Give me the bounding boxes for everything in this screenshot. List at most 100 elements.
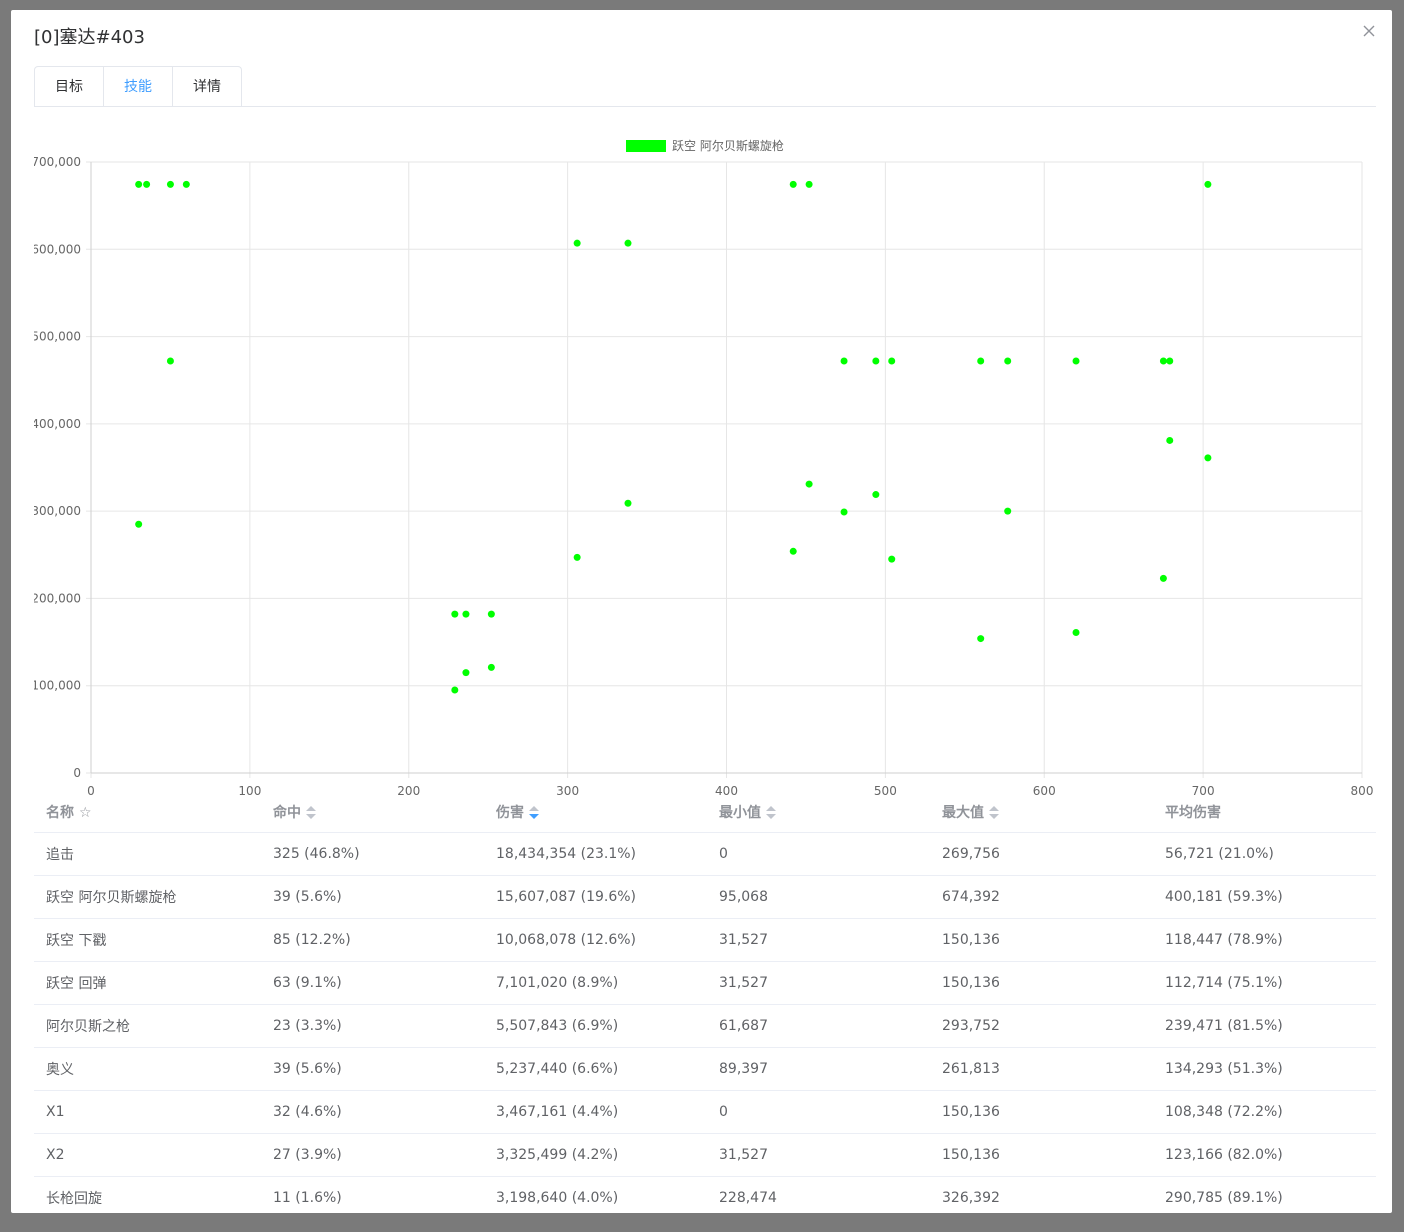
data-point [872, 491, 880, 499]
table-cell: 326,392 [942, 1190, 1000, 1206]
table-cell: 89,397 [719, 1061, 768, 1077]
table-cell: 95,068 [719, 889, 768, 905]
table-row[interactable]: 跃空 阿尔贝斯螺旋枪 39 (5.6%) 15,607,087 (19.6%) 95,… [34, 876, 1376, 919]
data-point [462, 610, 470, 618]
data-point [1159, 357, 1167, 365]
table-cell: 674,392 [942, 889, 1000, 905]
data-point [487, 610, 495, 618]
x-tick-label: 300 [556, 784, 579, 798]
data-point [789, 180, 797, 188]
table-cell: 18,434,354 (23.1%) [496, 846, 637, 862]
table-row[interactable]: X2 27 (3.9%) 3,325,499 (4.2%) 31,527 150,136… [34, 1134, 1376, 1177]
table-cell: 325 (46.8%) [273, 846, 360, 862]
table-header: 名称 ☆ 命中 伤害 最小值 最大值 平均伤害 [34, 792, 1376, 833]
table-row[interactable]: 阿尔贝斯之枪 23 (3.3%) 5,507,843 (6.9%) 61,687 293… [34, 1005, 1376, 1048]
table-cell: 3,325,499 (4.2%) [496, 1147, 619, 1163]
table-cell: 134,293 (51.3%) [1165, 1061, 1283, 1077]
table-cell: 阿尔贝斯之枪 [46, 1019, 130, 1035]
table-cell: 293,752 [942, 1018, 1000, 1034]
table-cell: 长枪回旋 [46, 1191, 102, 1207]
data-point [1072, 357, 1080, 365]
data-point [840, 508, 848, 516]
skill-dialog: [0]塞达#403 目标 技能 详情 跃空 阿尔贝斯螺旋枪 0 100 200 300 4… [11, 10, 1392, 1213]
legend-swatch [626, 140, 666, 152]
table-cell: 31,527 [719, 1147, 768, 1163]
tab-targets[interactable]: 目标 [55, 79, 83, 95]
star-icon[interactable]: ☆ [79, 805, 92, 821]
table-cell: 123,166 (82.0%) [1165, 1147, 1283, 1163]
y-tick-label: 400,000 [34, 417, 81, 431]
col-avg[interactable]: 平均伤害 [1165, 805, 1221, 821]
table-cell: 5,237,440 (6.6%) [496, 1061, 619, 1077]
sort-icon[interactable] [529, 806, 539, 820]
data-point [451, 686, 459, 694]
table-cell: 150,136 [942, 1104, 1000, 1120]
table-cell: 23 (3.3%) [273, 1018, 342, 1034]
damage-scatter-chart: 跃空 阿尔贝斯螺旋枪 0 100 200 300 400 500 600 700 800 0 100,… [34, 122, 1382, 802]
table-cell: 150,136 [942, 1147, 1000, 1163]
table-cell: 奥义 [46, 1062, 74, 1078]
legend-label: 跃空 阿尔贝斯螺旋枪 [672, 138, 784, 153]
col-damage[interactable]: 伤害 [484, 802, 707, 822]
y-tick-label: 700,000 [34, 155, 81, 169]
table-cell: 39 (5.6%) [273, 1061, 342, 1077]
data-point [1166, 357, 1174, 365]
table-row[interactable]: 跃空 下戳 85 (12.2%) 10,068,078 (12.6%) 31,527 1… [34, 919, 1376, 962]
table-cell: 0 [719, 846, 728, 862]
table-cell: 3,467,161 (4.4%) [496, 1104, 619, 1120]
data-point [166, 357, 174, 365]
data-point [1004, 357, 1012, 365]
y-tick-label: 0 [73, 766, 81, 780]
table-row[interactable]: 长枪回旋 11 (1.6%) 3,198,640 (4.0%) 228,474 326,… [34, 1177, 1376, 1213]
data-point [977, 357, 985, 365]
table-cell: 261,813 [942, 1061, 1000, 1077]
y-tick-label: 300,000 [34, 504, 81, 518]
data-point [1004, 507, 1012, 515]
data-point [977, 635, 985, 643]
sort-icon[interactable] [766, 806, 776, 820]
table-cell: 150,136 [942, 932, 1000, 948]
tab-bar: 目标 技能 详情 [34, 66, 1376, 107]
data-point [573, 239, 581, 247]
data-point [166, 180, 174, 188]
data-point [143, 180, 151, 188]
table-row[interactable]: 跃空 回弹 63 (9.1%) 7,101,020 (8.9%) 31,527 150,… [34, 962, 1376, 1005]
table-row[interactable]: 奥义 39 (5.6%) 5,237,440 (6.6%) 89,397 261,813… [34, 1048, 1376, 1091]
scatter-svg: 跃空 阿尔贝斯螺旋枪 0 100 200 300 400 500 600 700 800 0 100,… [34, 138, 1374, 798]
data-point [789, 547, 797, 555]
tab-skills[interactable]: 技能 [103, 67, 172, 107]
col-max[interactable]: 最大值 [930, 802, 1153, 822]
table-cell: 跃空 阿尔贝斯螺旋枪 [46, 890, 177, 906]
data-point [805, 480, 813, 488]
table-cell: 31,527 [719, 975, 768, 991]
table-row[interactable]: 追击 325 (46.8%) 18,434,354 (23.1%) 0 269,756 5… [34, 833, 1376, 876]
tab-details[interactable]: 详情 [172, 67, 241, 107]
col-hits[interactable]: 命中 [261, 802, 484, 822]
table-cell: 11 (1.6%) [273, 1190, 342, 1206]
table-cell: 85 (12.2%) [273, 932, 351, 948]
table-row[interactable]: X1 32 (4.6%) 3,467,161 (4.4%) 0 150,136 108,3… [34, 1091, 1376, 1134]
table-cell: 56,721 (21.0%) [1165, 846, 1274, 862]
table-cell: 3,198,640 (4.0%) [496, 1190, 619, 1206]
table-cell: 118,447 (78.9%) [1165, 932, 1283, 948]
table-cell: 112,714 (75.1%) [1165, 975, 1283, 991]
data-point [487, 663, 495, 671]
sort-icon[interactable] [306, 806, 316, 820]
x-tick-label: 600 [1033, 784, 1056, 798]
data-point [573, 553, 581, 561]
col-name[interactable]: 名称 ☆ [46, 805, 92, 821]
table-cell: 290,785 (89.1%) [1165, 1190, 1283, 1206]
y-tick-label: 100,000 [34, 679, 81, 693]
x-tick-label: 800 [1351, 784, 1374, 798]
sort-icon[interactable] [989, 806, 999, 820]
x-tick-label: 700 [1192, 784, 1215, 798]
close-icon[interactable] [1360, 22, 1378, 40]
x-tick-label: 500 [874, 784, 897, 798]
table-cell: 400,181 (59.3%) [1165, 889, 1283, 905]
table-cell: 108,348 (72.2%) [1165, 1104, 1283, 1120]
table-cell: 31,527 [719, 932, 768, 948]
data-point [888, 555, 896, 563]
table-cell: 5,507,843 (6.9%) [496, 1018, 619, 1034]
data-point [888, 357, 896, 365]
col-min[interactable]: 最小值 [707, 802, 930, 822]
